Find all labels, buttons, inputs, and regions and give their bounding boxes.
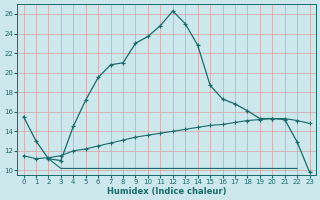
X-axis label: Humidex (Indice chaleur): Humidex (Indice chaleur): [107, 187, 226, 196]
